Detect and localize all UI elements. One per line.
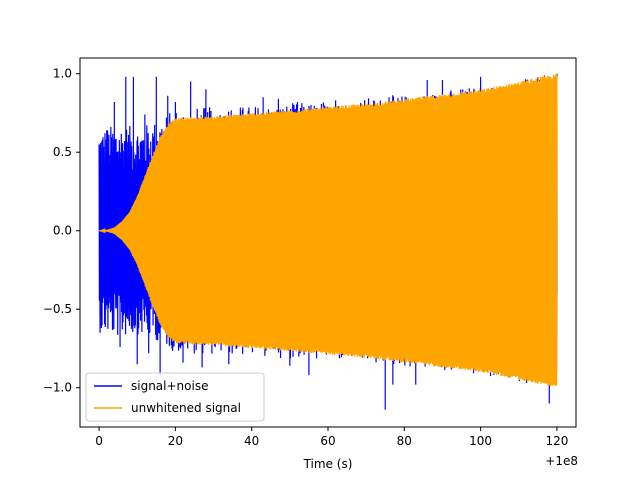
x-tick-label: 0 [95, 434, 103, 448]
x-axis-offset-label: +1e8 [545, 454, 578, 468]
x-tick-label: 120 [545, 434, 568, 448]
y-tick-label: 0.5 [53, 145, 72, 159]
legend-box [85, 372, 265, 422]
series-band-unwhitened-signal [99, 78, 557, 384]
x-axis-ticks: 0 20 40 60 80 100 120 [95, 427, 568, 448]
y-tick-label: 0.0 [53, 224, 72, 238]
y-axis-ticks: 1.0 0.5 0.0 −0.5 −1.0 [43, 67, 80, 395]
x-axis-label: Time (s) [303, 457, 353, 471]
y-tick-label: −1.0 [43, 381, 72, 395]
legend-label: signal+noise [131, 379, 208, 393]
legend: signal+noise unwhitened signal [85, 372, 265, 422]
y-tick-label: −0.5 [43, 302, 72, 316]
x-tick-label: 40 [244, 434, 259, 448]
x-tick-label: 20 [168, 434, 183, 448]
series-layer [98, 73, 558, 410]
legend-label: unwhitened signal [131, 401, 241, 415]
y-tick-label: 1.0 [53, 67, 72, 81]
x-tick-label: 100 [469, 434, 492, 448]
x-tick-label: 80 [397, 434, 412, 448]
x-tick-label: 60 [320, 434, 335, 448]
